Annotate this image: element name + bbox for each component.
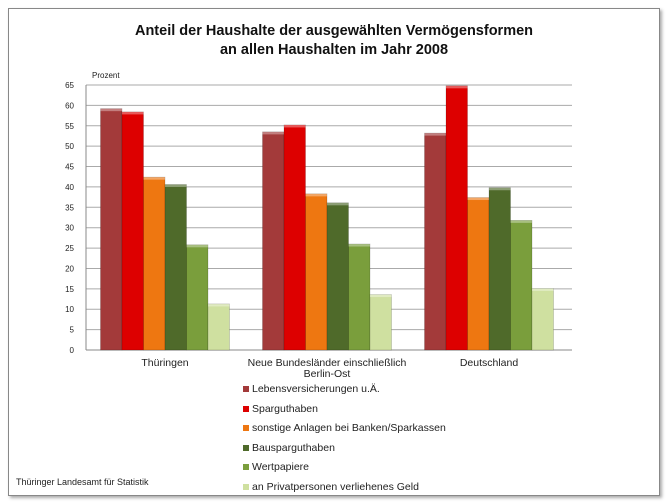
- bar-highlight: [327, 202, 349, 206]
- bar: [467, 197, 490, 351]
- bar: [143, 176, 166, 351]
- y-tick-label: 35: [65, 203, 74, 212]
- legend-item: Sparguthaben: [243, 403, 318, 415]
- bar: [531, 288, 554, 351]
- legend-label: sonstige Anlagen bei Banken/Sparkassen: [252, 422, 446, 434]
- footer-source: Thüringer Landesamt für Statistik: [16, 477, 149, 487]
- bar-highlight: [122, 111, 144, 115]
- x-tick-label: Neue Bundesländer einschließlich: [248, 357, 407, 369]
- bar-highlight: [510, 220, 532, 223]
- bar-highlight: [186, 244, 208, 248]
- bar: [207, 303, 230, 351]
- title-line-1: Anteil der Haushalte der ausgewählten Ve…: [134, 23, 534, 39]
- y-tick-label: 10: [65, 305, 74, 314]
- bar-highlight: [370, 294, 392, 298]
- y-tick-label: 40: [65, 183, 74, 192]
- legend-swatch: [243, 483, 249, 490]
- x-tick-label: Deutschland: [460, 357, 519, 369]
- legend-label: Sparguthaben: [252, 402, 318, 415]
- legend-item: sonstige Anlagen bei Banken/Sparkassen: [243, 422, 446, 434]
- legend-item: Lebensversicherungen u.Ä.: [243, 383, 380, 395]
- legend-item: Bausparguthaben: [243, 442, 335, 454]
- legend-item: an Privatpersonen verliehenes Geld: [243, 481, 419, 493]
- y-tick-label: 65: [65, 81, 74, 90]
- bar: [510, 220, 533, 351]
- y-tick-label: 60: [65, 101, 74, 110]
- legend-label: an Privatpersonen verliehenes Geld: [252, 480, 419, 493]
- legend-item: Wertpapiere: [243, 461, 309, 473]
- y-axis-label: Prozent: [92, 71, 120, 80]
- legend-label: Wertpapiere: [252, 461, 310, 473]
- bar-highlight: [532, 288, 554, 291]
- bar: [305, 193, 328, 351]
- legend-swatch: [243, 386, 249, 392]
- legend-swatch: [243, 405, 249, 412]
- bar-highlight: [489, 187, 511, 191]
- bar: [283, 124, 306, 351]
- bar-highlight: [100, 108, 122, 112]
- chart-border: [8, 8, 660, 496]
- y-tick-label: 5: [70, 326, 75, 335]
- bar: [121, 111, 144, 351]
- y-tick-label: 30: [65, 224, 74, 233]
- y-tick-label: 50: [65, 142, 74, 151]
- bar-highlight: [208, 303, 230, 307]
- bar-highlight: [143, 177, 165, 180]
- plot-area: 0 5 10 15 20 25 30 35 40 45 50 55 60 65 Prozent Thüring…: [65, 71, 572, 380]
- legend-swatch: [243, 464, 249, 470]
- bar-highlight: [165, 184, 187, 187]
- bar-highlight: [284, 124, 306, 128]
- bar-highlight: [262, 131, 284, 135]
- bar: [445, 85, 468, 351]
- title-line-2: an allen Haushalten im Jahr 2008: [219, 42, 449, 58]
- bar-highlight: [305, 193, 327, 197]
- x-tick-label: Berlin-Ost: [304, 368, 351, 380]
- y-tick-label: 15: [65, 285, 74, 294]
- bar: [100, 108, 123, 351]
- bar: [424, 132, 447, 351]
- bar: [348, 243, 371, 351]
- y-tick-label: 20: [65, 264, 74, 273]
- bar-highlight: [348, 244, 370, 247]
- bar: [262, 131, 285, 351]
- bar-highlight: [446, 85, 468, 89]
- y-tick-label: 45: [65, 163, 74, 172]
- bar-highlight: [424, 133, 446, 136]
- legend-label: Lebensversicherungen u.Ä.: [252, 383, 380, 395]
- legend-label: Bausparguthaben: [252, 441, 335, 454]
- y-tick-label: 0: [70, 346, 75, 355]
- bar: [164, 184, 187, 351]
- bar: [326, 202, 349, 351]
- x-tick-label: Thüringen: [141, 357, 188, 369]
- chart-title: Anteil der Haushalte der ausgewählten Ve…: [0, 22, 668, 60]
- bar: [186, 244, 209, 351]
- y-tick-label: 55: [65, 122, 74, 131]
- legend-swatch: [243, 444, 249, 451]
- bar: [488, 187, 511, 351]
- legend-swatch: [243, 425, 249, 431]
- bar: [369, 294, 392, 351]
- y-tick-label: 25: [65, 244, 74, 253]
- bar-highlight: [467, 197, 489, 201]
